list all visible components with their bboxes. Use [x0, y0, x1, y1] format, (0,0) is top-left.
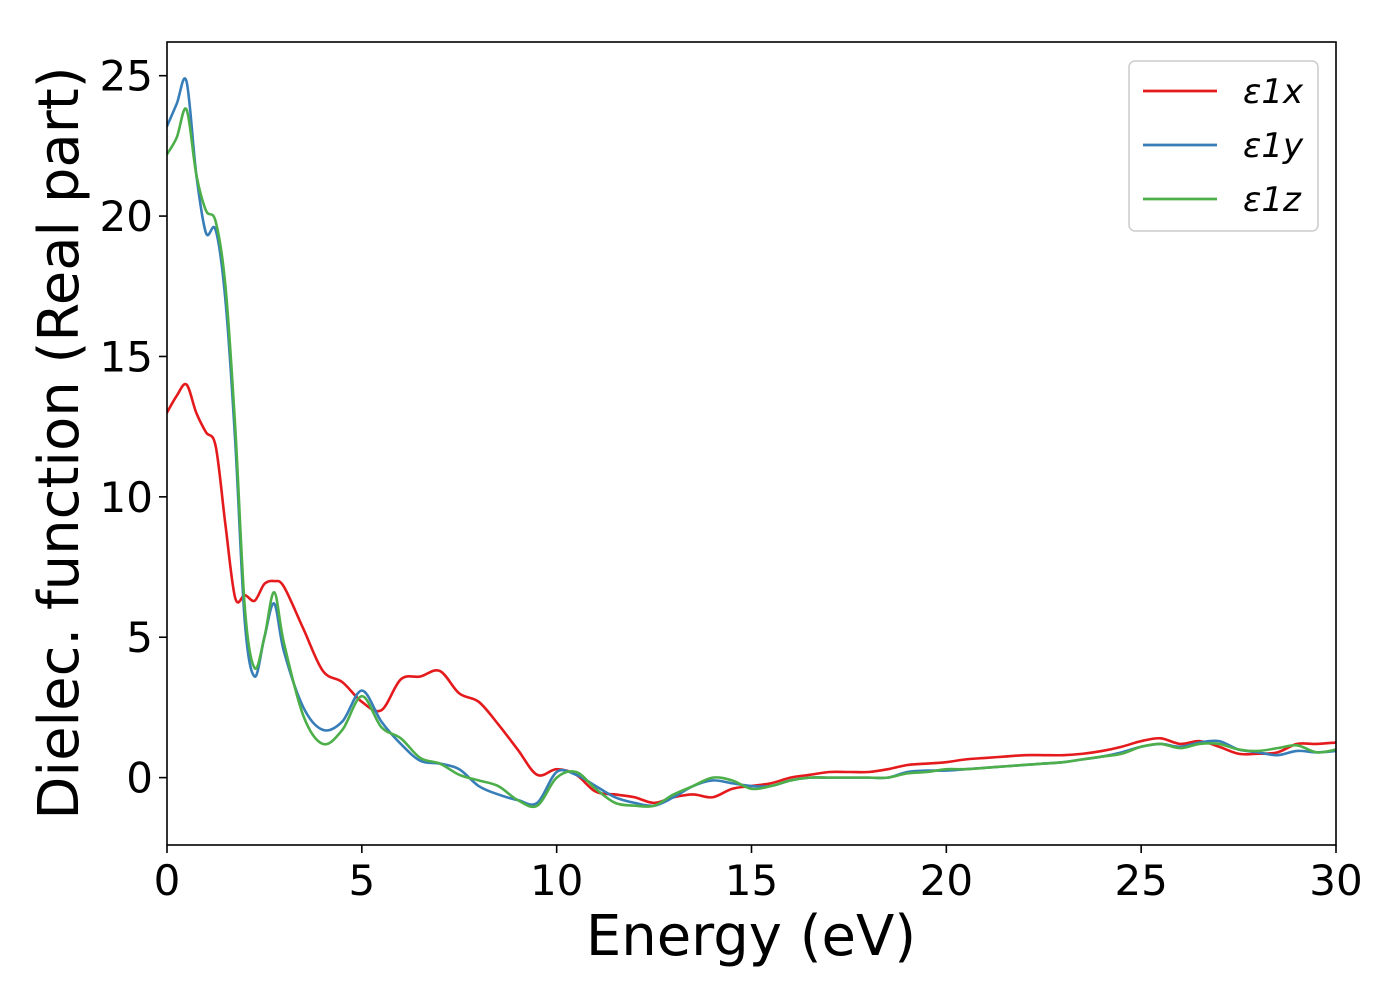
legend-label: ε1x: [1243, 72, 1304, 112]
y-axis: 0 5 10 15 20 25: [100, 52, 167, 803]
x-tick-label: 20: [920, 856, 973, 905]
x-axis: 0 5 10 15 20 25 30: [154, 845, 1363, 905]
y-tick-label: 10: [100, 473, 153, 522]
x-tick-label: 25: [1114, 856, 1167, 905]
legend-label: ε1y: [1243, 126, 1304, 166]
legend: ε1x ε1y ε1z: [1128, 60, 1319, 232]
x-tick-label: 0: [154, 856, 181, 905]
legend-box: [1128, 60, 1319, 232]
series-line-x: [167, 382, 1336, 805]
series-layer: [167, 77, 1336, 809]
x-tick-label: 15: [725, 856, 778, 905]
y-tick-label: 15: [100, 332, 153, 381]
y-axis-title: Dielec. function (Real part): [27, 66, 92, 819]
y-tick-label: 20: [100, 192, 153, 241]
series-line-z: [167, 107, 1336, 809]
x-axis-title: Energy (eV): [586, 904, 916, 969]
x-tick-label: 30: [1309, 856, 1362, 905]
y-tick-label: 25: [100, 52, 153, 101]
y-tick-label: 5: [126, 613, 153, 662]
x-tick-label: 5: [348, 856, 375, 905]
legend-label: ε1z: [1243, 180, 1302, 220]
x-tick-label: 10: [530, 856, 583, 905]
y-tick-label: 0: [126, 754, 153, 803]
